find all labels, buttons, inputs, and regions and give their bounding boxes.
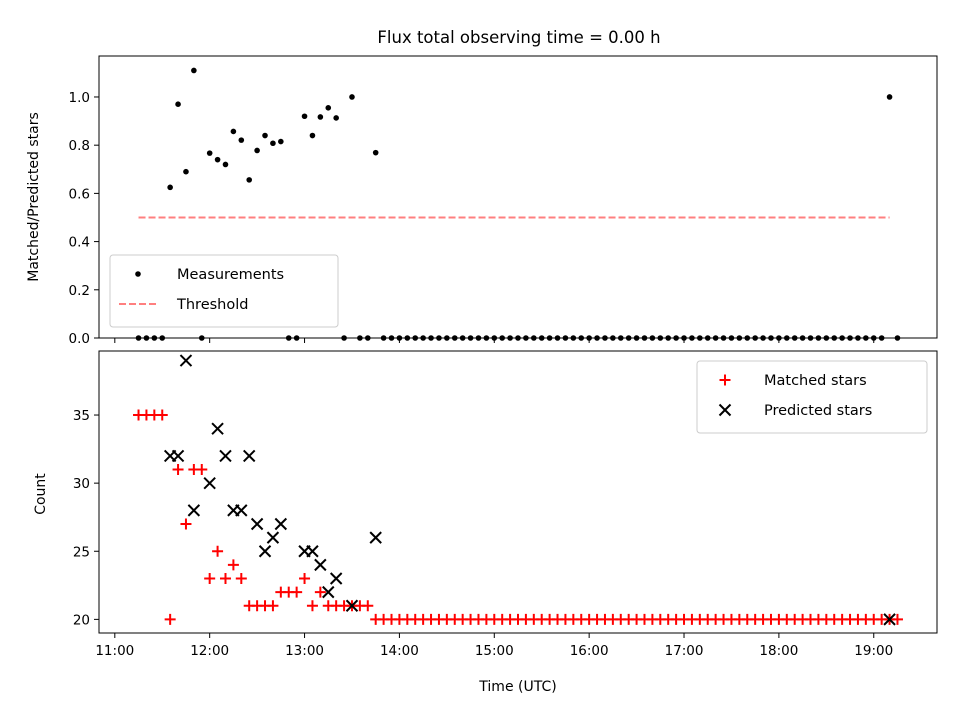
x-tick-label: 16:00 bbox=[570, 643, 609, 659]
legend-label: Threshold bbox=[176, 297, 248, 313]
predicted-star-point bbox=[266, 531, 280, 544]
measurement-point bbox=[301, 113, 308, 120]
matched-star-point bbox=[212, 545, 224, 557]
x-axis-label: Time (UTC) bbox=[478, 679, 556, 695]
measurement-point bbox=[254, 147, 260, 154]
measurement-point bbox=[333, 115, 339, 121]
y-tick-label: 25 bbox=[73, 544, 90, 560]
y-tick-label: 20 bbox=[73, 612, 90, 628]
measurement-point bbox=[278, 138, 284, 145]
matched-star-point bbox=[227, 559, 239, 571]
predicted-star-point bbox=[219, 449, 232, 463]
y-tick-label: 35 bbox=[73, 408, 90, 424]
x-tick-label: 15:00 bbox=[475, 643, 514, 659]
y-tick-label: 1.0 bbox=[69, 90, 90, 106]
matched-star-point bbox=[164, 613, 176, 625]
measurement-point bbox=[214, 156, 221, 163]
y-tick-label: 30 bbox=[73, 476, 90, 492]
matched-star-point bbox=[180, 518, 192, 530]
matched-star-point bbox=[291, 586, 303, 598]
predicted-star-point bbox=[306, 545, 319, 558]
predicted-star-point bbox=[883, 613, 896, 626]
predicted-star-point bbox=[171, 449, 185, 463]
predicted-star-point bbox=[211, 422, 224, 435]
measurement-point bbox=[206, 150, 213, 156]
measurement-point bbox=[349, 94, 355, 100]
predicted-star-point bbox=[250, 517, 264, 531]
measurement-point bbox=[270, 140, 276, 147]
predicted-star-point bbox=[243, 449, 256, 463]
measurement-point bbox=[325, 105, 332, 111]
matched-star-point bbox=[299, 573, 311, 585]
predicted-star-point bbox=[258, 545, 272, 558]
x-tick-label: 11:00 bbox=[95, 643, 134, 659]
predicted-star-point bbox=[329, 572, 343, 585]
matched-star-point bbox=[267, 600, 279, 612]
top-axes-frame bbox=[98, 55, 938, 339]
matched-star-point bbox=[196, 464, 208, 476]
bottom-axes-frame bbox=[98, 350, 938, 634]
matched-star-point bbox=[204, 573, 216, 585]
x-tick-label: 12:00 bbox=[190, 643, 229, 659]
bottom-y-axis-label: Count bbox=[33, 473, 49, 515]
legend-box bbox=[109, 254, 339, 328]
predicted-star-point bbox=[179, 354, 193, 367]
top-axes: Flux total observing time = 0.00 h Match… bbox=[26, 28, 938, 347]
matched-star-point bbox=[314, 586, 326, 598]
predicted-star-point bbox=[314, 558, 327, 572]
predicted-star-point bbox=[203, 476, 216, 490]
legend-dot-swatch bbox=[135, 271, 141, 277]
predicted-star-point bbox=[369, 531, 382, 544]
top-legend: Measurements Threshold bbox=[109, 254, 339, 328]
chart-title: Flux total observing time = 0.00 h bbox=[377, 28, 660, 47]
predicted-star-point bbox=[187, 504, 201, 517]
measurement-point bbox=[175, 101, 181, 108]
x-tick-label: 19:00 bbox=[854, 643, 893, 659]
legend-label: Matched stars bbox=[764, 373, 867, 389]
measurement-point bbox=[372, 149, 379, 156]
y-tick-label: 0.8 bbox=[69, 138, 90, 154]
matched-star-point bbox=[362, 600, 374, 612]
legend-x-swatch bbox=[718, 403, 732, 417]
measurement-point bbox=[191, 67, 197, 74]
legend-box bbox=[696, 360, 928, 434]
bottom-plot-area bbox=[133, 354, 903, 626]
bottom-legend: Matched stars Predicted stars bbox=[696, 360, 928, 434]
measurement-point bbox=[886, 94, 893, 100]
bottom-axes: Count Time (UTC) Matched stars Predicted … bbox=[33, 350, 938, 695]
measurement-point bbox=[238, 137, 245, 143]
predicted-star-point bbox=[274, 517, 288, 531]
top-y-axis-label: Matched/Predicted stars bbox=[26, 112, 42, 282]
legend-label: Measurements bbox=[177, 267, 284, 283]
predicted-star-point bbox=[345, 599, 359, 612]
matched-star-point bbox=[235, 573, 247, 585]
x-tick-label: 14:00 bbox=[380, 643, 419, 659]
matched-star-point bbox=[172, 464, 184, 476]
matched-star-point bbox=[156, 409, 168, 421]
predicted-star-point bbox=[235, 504, 248, 517]
y-tick-label: 0.4 bbox=[69, 235, 90, 251]
measurement-point bbox=[230, 128, 237, 135]
measurement-point bbox=[246, 177, 253, 183]
legend-label: Predicted stars bbox=[764, 403, 872, 419]
y-tick-label: 0.2 bbox=[69, 283, 90, 299]
measurement-point bbox=[262, 132, 268, 139]
measurement-point bbox=[309, 132, 316, 139]
measurement-point bbox=[183, 168, 189, 175]
measurement-point bbox=[317, 114, 324, 120]
x-tick-label: 18:00 bbox=[759, 643, 798, 659]
x-tick-label: 17:00 bbox=[665, 643, 704, 659]
legend-plus-swatch bbox=[719, 374, 731, 386]
matched-star-point bbox=[219, 573, 231, 585]
y-tick-label: 0.0 bbox=[69, 331, 90, 347]
x-tick-label: 13:00 bbox=[285, 643, 324, 659]
matched-star-point bbox=[891, 613, 903, 625]
y-tick-label: 0.6 bbox=[69, 186, 90, 202]
measurement-point bbox=[167, 184, 173, 191]
measurement-point bbox=[222, 161, 229, 168]
matched-star-point bbox=[306, 600, 318, 612]
predicted-star-point bbox=[322, 585, 335, 599]
